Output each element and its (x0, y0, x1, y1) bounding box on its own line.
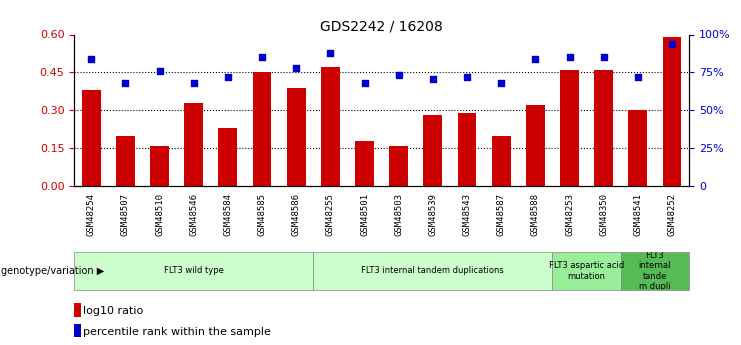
Bar (74, 324, 81, 337)
Text: FLT3
internal
tande
m dupli: FLT3 internal tande m dupli (639, 251, 671, 291)
Bar (253, 72, 271, 186)
Bar (526, 105, 545, 186)
Point (666, 41, 678, 46)
Text: FLT3 aspartic acid
mutation: FLT3 aspartic acid mutation (549, 261, 624, 280)
Text: genotype/variation ▶: genotype/variation ▶ (1, 266, 104, 276)
Point (598, 55, 610, 60)
Text: GSM48539: GSM48539 (428, 193, 437, 236)
Text: GSM48510: GSM48510 (155, 193, 164, 236)
Bar (185, 103, 203, 186)
Point (495, 80, 507, 86)
Text: FLT3 internal tandem duplications: FLT3 internal tandem duplications (362, 266, 504, 275)
Bar (82, 90, 101, 186)
Text: GSM48543: GSM48543 (462, 193, 471, 236)
Bar (389, 146, 408, 186)
Text: GSM48503: GSM48503 (394, 193, 403, 236)
Point (393, 73, 405, 78)
Point (632, 74, 644, 80)
Text: GSM48507: GSM48507 (121, 193, 130, 236)
Bar (219, 128, 237, 186)
Point (222, 74, 234, 80)
Bar (628, 110, 648, 186)
Text: GSM48253: GSM48253 (565, 193, 574, 236)
Point (85, 56, 97, 61)
Text: GSM48252: GSM48252 (668, 193, 677, 236)
Point (461, 74, 473, 80)
Point (427, 76, 439, 81)
Bar (313, 252, 553, 290)
Text: GSM48501: GSM48501 (360, 193, 369, 236)
Bar (458, 113, 476, 186)
Bar (492, 136, 511, 186)
Bar (116, 136, 135, 186)
Bar (553, 252, 621, 290)
Bar (621, 252, 689, 290)
Text: GSM48254: GSM48254 (87, 193, 96, 236)
Point (187, 80, 199, 86)
Text: GSM48546: GSM48546 (189, 193, 198, 236)
Bar (560, 70, 579, 186)
Text: GSM48541: GSM48541 (634, 193, 642, 236)
Point (564, 55, 576, 60)
Title: GDS2242 / 16208: GDS2242 / 16208 (320, 19, 443, 33)
Text: GSM48350: GSM48350 (599, 193, 608, 236)
Bar (594, 70, 613, 186)
Bar (321, 67, 340, 186)
Text: log10 ratio: log10 ratio (83, 306, 144, 316)
Bar (74, 304, 81, 317)
Text: GSM48588: GSM48588 (531, 193, 540, 236)
Text: percentile rank within the sample: percentile rank within the sample (83, 327, 271, 337)
Point (290, 65, 302, 71)
Bar (74, 252, 313, 290)
Point (359, 80, 370, 86)
Point (325, 50, 336, 56)
Point (529, 56, 541, 61)
Text: GSM48587: GSM48587 (496, 193, 505, 236)
Text: GSM48585: GSM48585 (258, 193, 267, 236)
Text: FLT3 wild type: FLT3 wild type (164, 266, 224, 275)
Text: GSM48255: GSM48255 (326, 193, 335, 236)
Point (256, 55, 268, 60)
Bar (287, 88, 305, 186)
Point (119, 80, 131, 86)
Bar (150, 146, 169, 186)
Text: GSM48586: GSM48586 (292, 193, 301, 236)
Text: GSM48584: GSM48584 (223, 193, 233, 236)
Point (153, 68, 165, 74)
Bar (423, 116, 442, 186)
Bar (355, 141, 374, 186)
Bar (662, 37, 682, 186)
